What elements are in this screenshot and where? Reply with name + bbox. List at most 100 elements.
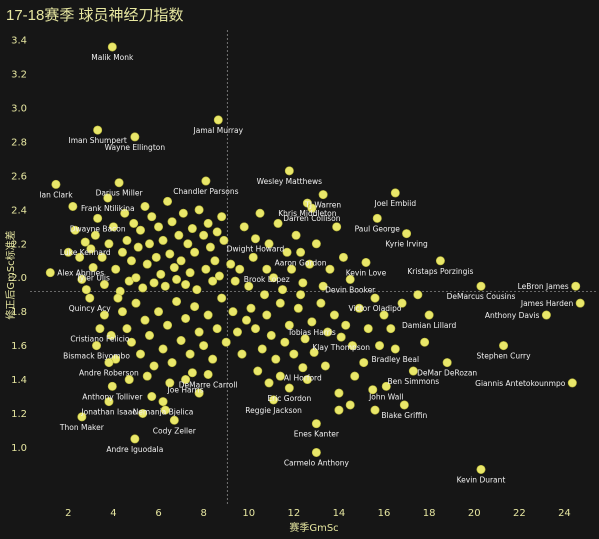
data-point	[264, 378, 274, 388]
data-point	[68, 201, 78, 211]
data-point	[284, 320, 294, 330]
data-point	[104, 397, 114, 407]
data-point	[350, 371, 360, 381]
point-label: TJ Warren	[304, 201, 341, 210]
data-point	[108, 222, 118, 232]
data-point	[408, 366, 418, 376]
data-point	[169, 263, 179, 273]
data-point	[232, 327, 242, 337]
data-point	[185, 268, 195, 278]
data-point	[178, 208, 188, 218]
data-point	[361, 257, 371, 267]
point-label: Khris Middleton	[278, 209, 336, 218]
data-point	[122, 324, 132, 334]
point-label: Al Horford	[284, 374, 322, 383]
data-point	[307, 317, 317, 327]
point-label: Ben Simmons	[388, 377, 440, 386]
data-point	[135, 349, 145, 359]
y-tick-label: 2.0	[11, 273, 27, 284]
data-point	[138, 283, 148, 293]
point-label: Tyler Ulis	[75, 274, 110, 283]
data-point	[117, 307, 127, 317]
data-point	[287, 264, 297, 274]
data-point	[311, 419, 321, 429]
y-axis-label: 修正后GmSc标准差	[4, 230, 17, 319]
data-point	[311, 447, 321, 457]
data-point	[181, 375, 191, 385]
data-point	[120, 208, 130, 218]
y-tick-label: 1.6	[11, 341, 27, 352]
data-point	[103, 193, 113, 203]
point-labels: Malik Monk Iman Shumpert Jamal Murray Wayne…	[39, 53, 573, 484]
data-point	[45, 268, 55, 278]
data-point	[399, 400, 409, 410]
data-point	[275, 298, 285, 308]
data-point	[320, 361, 330, 371]
data-point	[104, 358, 114, 368]
point-label: Malik Monk	[91, 53, 134, 62]
data-point	[212, 227, 222, 237]
point-label: Blake Griffin	[381, 411, 427, 420]
data-point	[567, 378, 577, 388]
point-label: Anthony Davis	[485, 311, 540, 320]
point-label: Nemanja Bjelica	[133, 408, 194, 417]
data-point	[93, 213, 103, 223]
data-point	[541, 310, 551, 320]
data-point	[347, 341, 357, 351]
data-point	[307, 203, 317, 213]
data-point	[203, 218, 213, 228]
data-point	[264, 239, 274, 249]
data-point	[257, 344, 267, 354]
point-label: Devin Booker	[325, 285, 376, 294]
point-label: Cristiano Felicio	[70, 335, 130, 344]
data-point	[142, 259, 152, 269]
data-point	[149, 278, 159, 288]
data-point	[77, 274, 87, 284]
point-label: Tobias Harris	[287, 328, 336, 337]
y-tick-label: 1.0	[11, 443, 27, 454]
data-point	[354, 303, 364, 313]
data-point	[214, 271, 224, 281]
data-point	[413, 290, 423, 300]
data-point	[420, 337, 430, 347]
data-point	[131, 273, 141, 283]
data-point	[298, 363, 308, 373]
data-point	[275, 371, 285, 381]
data-point	[156, 269, 166, 279]
data-point	[363, 324, 373, 334]
data-point	[95, 324, 105, 334]
point-label: Cody Zeller	[153, 426, 197, 435]
data-point	[192, 285, 202, 295]
y-tick-label: 2.2	[11, 239, 27, 250]
x-tick-label: 4	[110, 508, 116, 519]
data-point	[88, 263, 98, 273]
point-label: Bismack Biyombo	[63, 352, 130, 361]
data-point	[239, 222, 249, 232]
point-label: Luke Kennard	[60, 248, 111, 257]
data-point	[302, 375, 312, 385]
y-tick-label: 3.4	[11, 36, 27, 47]
x-tick-label: 20	[468, 508, 481, 519]
data-point	[262, 264, 272, 274]
point-label: Ian Clark	[39, 190, 73, 199]
data-point	[282, 247, 292, 257]
data-point	[575, 298, 585, 308]
data-point	[114, 178, 124, 188]
data-point	[208, 354, 218, 364]
data-point	[402, 229, 412, 239]
x-tick-label: 16	[378, 508, 391, 519]
point-label: Thon Maker	[59, 423, 105, 432]
data-point	[183, 239, 193, 249]
data-point	[203, 369, 213, 379]
data-point	[255, 208, 265, 218]
x-tick-label: 24	[558, 508, 571, 519]
data-point	[140, 201, 150, 211]
data-point	[145, 330, 155, 340]
x-tick-label: 10	[242, 508, 255, 519]
point-label: James Harden	[520, 299, 574, 308]
y-tick-label: 2.6	[11, 171, 27, 182]
data-point	[345, 400, 355, 410]
data-point	[226, 259, 236, 269]
data-point	[386, 324, 396, 334]
data-point	[167, 217, 177, 227]
